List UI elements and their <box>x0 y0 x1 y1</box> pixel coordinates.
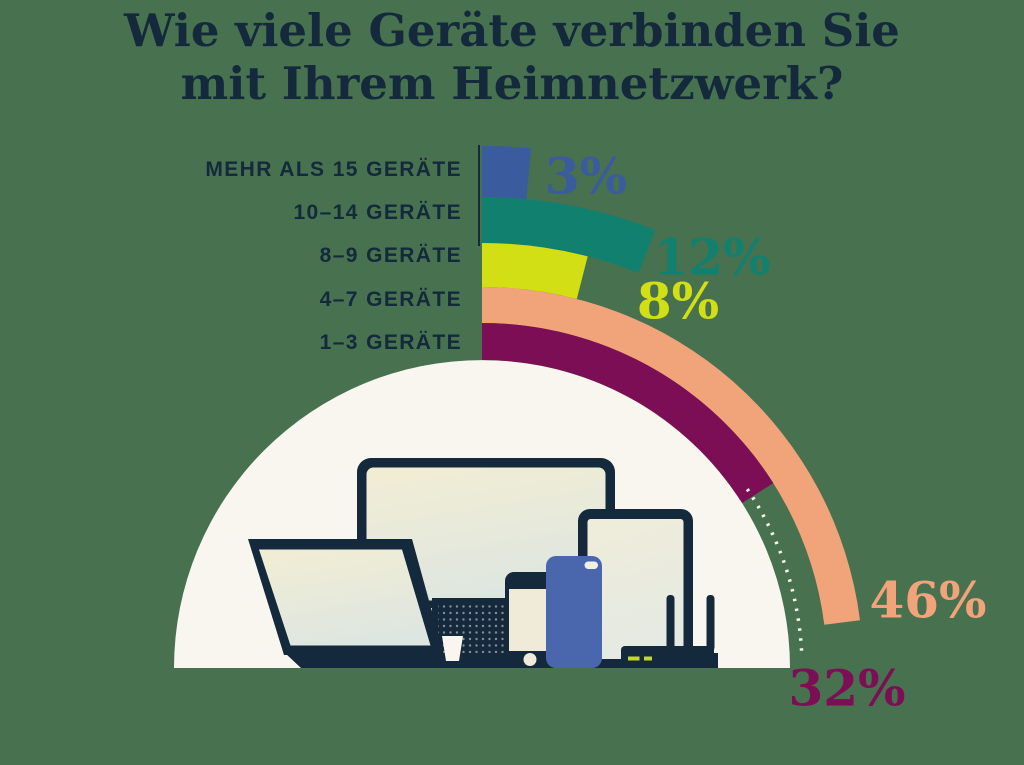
value-label-3: 46% <box>869 570 987 630</box>
arc-segment-2 <box>482 243 588 299</box>
value-label-0: 3% <box>544 146 628 206</box>
category-label-3: 4–7 GERÄTE <box>319 287 462 311</box>
smartphone-icon <box>505 572 555 668</box>
category-label-2: 8–9 GERÄTE <box>319 244 462 267</box>
arc-segment-4 <box>482 323 774 503</box>
category-label-0: MEHR ALS 15 GERÄTE <box>205 158 462 181</box>
smartphone-blue-icon <box>546 556 602 668</box>
arc-segments <box>482 145 860 625</box>
value-label-1: 12% <box>653 227 771 287</box>
value-label-2: 8% <box>636 271 720 331</box>
laptop-icon <box>248 539 444 655</box>
paper-cup-icon <box>442 636 463 661</box>
chart-title: Wie viele Geräte verbinden Sie mit Ihrem … <box>0 4 1024 110</box>
devices-illustration <box>174 360 790 668</box>
category-label-1: 10–14 GERÄTE <box>293 200 462 224</box>
arc-segment-0 <box>482 145 532 200</box>
router-light <box>628 656 640 661</box>
router-light <box>644 656 652 661</box>
value-label-4: 32% <box>788 658 906 718</box>
tablet-icon <box>578 509 693 668</box>
arc-segment-1 <box>482 197 656 273</box>
wifi-router-icon <box>621 595 715 668</box>
chart-title-line1: Wie viele Geräte verbinden Sie <box>124 4 900 57</box>
chart-title-line2: mit Ihrem Heimnetzwerk? <box>180 57 844 110</box>
category-label-4: 1–3 GERÄTE <box>319 331 462 354</box>
arc-segment-3 <box>482 286 860 625</box>
